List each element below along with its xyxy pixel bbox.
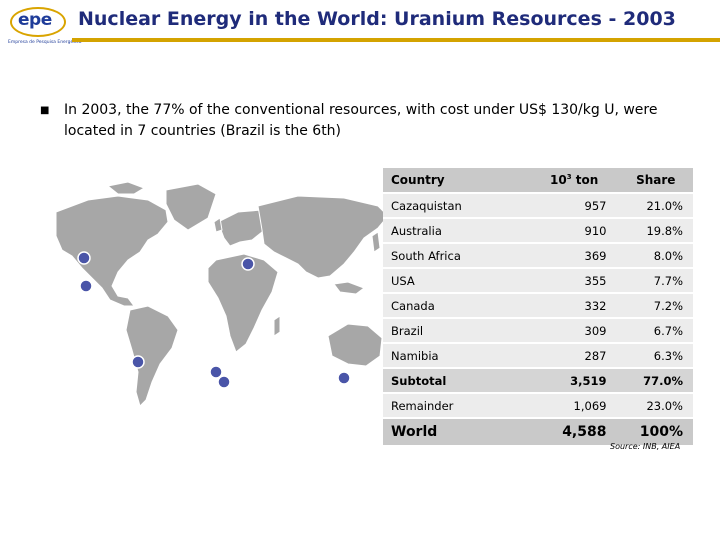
- marker-brazil: [131, 355, 145, 369]
- subtotal-share: 77.0%: [618, 369, 693, 392]
- tons-cell: 957: [529, 194, 619, 217]
- logo-text: epe: [18, 10, 52, 30]
- share-cell: 6.3%: [618, 344, 693, 367]
- table-row-subtotal: Subtotal 3,519 77.0%: [383, 369, 693, 392]
- map-europe: [217, 209, 271, 247]
- share-cell: 7.7%: [618, 269, 693, 292]
- table-row-world: World 4,588 100%: [383, 419, 693, 445]
- map-madagascar: [273, 315, 281, 337]
- bullet-square-icon: ■: [40, 105, 50, 116]
- remainder-label: Remainder: [383, 394, 530, 417]
- table-row: Namibia 287 6.3%: [383, 344, 693, 367]
- map-south-america: [125, 305, 179, 407]
- world-share: 100%: [618, 419, 693, 445]
- marker-namibia: [209, 365, 223, 379]
- country-cell: Canada: [383, 294, 530, 317]
- table-body: Cazaquistan 957 21.0% Australia 910 19.8% Sout…: [383, 194, 693, 367]
- tons-cell: 309: [529, 319, 619, 342]
- country-cell: Australia: [383, 219, 530, 242]
- map-north-america: [55, 195, 169, 307]
- table-row: Brazil 309 6.7%: [383, 319, 693, 342]
- map-asia: [257, 195, 389, 279]
- share-cell: 6.7%: [618, 319, 693, 342]
- table-row: Cazaquistan 957 21.0%: [383, 194, 693, 217]
- remainder-share: 23.0%: [618, 394, 693, 417]
- marker-australia: [337, 371, 351, 385]
- country-cell: USA: [383, 269, 530, 292]
- table-header-row: Country 103 ton Share: [383, 168, 693, 192]
- map-australia: [327, 323, 383, 367]
- marker-cazaquistan: [241, 257, 255, 271]
- tons-cell: 287: [529, 344, 619, 367]
- map-greenland: [165, 183, 217, 231]
- source-note: Source: INB, AIEA: [610, 442, 681, 451]
- page-title: Nuclear Energy in the World: Uranium Res…: [78, 8, 676, 30]
- header-tons: 103 ton: [529, 168, 619, 192]
- logo-subtitle: Empresa de Pesquisa Energética: [8, 40, 82, 45]
- title-rule: [72, 38, 720, 42]
- map-arctic-islands: [106, 181, 146, 195]
- country-cell: Cazaquistan: [383, 194, 530, 217]
- table-row: South Africa 369 8.0%: [383, 244, 693, 267]
- tons-cell: 910: [529, 219, 619, 242]
- country-cell: South Africa: [383, 244, 530, 267]
- table-row-remainder: Remainder 1,069 23.0%: [383, 394, 693, 417]
- marker-south-africa: [217, 375, 231, 389]
- world-tons: 4,588: [529, 419, 619, 445]
- world-label: World: [383, 419, 530, 445]
- map-uk: [213, 217, 223, 233]
- share-cell: 21.0%: [618, 194, 693, 217]
- map-africa: [207, 253, 279, 353]
- remainder-tons: 1,069: [529, 394, 619, 417]
- share-cell: 19.8%: [618, 219, 693, 242]
- country-cell: Namibia: [383, 344, 530, 367]
- subtotal-tons: 3,519: [529, 369, 619, 392]
- bullet-text: In 2003, the 77% of the conventional res…: [64, 102, 658, 139]
- header-country: Country: [383, 168, 530, 192]
- share-cell: 8.0%: [618, 244, 693, 267]
- header-share: Share: [618, 168, 693, 192]
- country-cell: Brazil: [383, 319, 530, 342]
- share-cell: 7.2%: [618, 294, 693, 317]
- marker-usa: [79, 279, 93, 293]
- logo-oval: [10, 7, 66, 37]
- uranium-resources-table: Country 103 ton Share Cazaquistan 957 21.0…: [383, 168, 693, 445]
- table-row: Australia 910 19.8%: [383, 219, 693, 242]
- subtotal-label: Subtotal: [383, 369, 530, 392]
- epe-logo: epe Empresa de Pesquisa Energética: [8, 5, 81, 57]
- table-row: USA 355 7.7%: [383, 269, 693, 292]
- world-map: [55, 181, 391, 407]
- tons-cell: 332: [529, 294, 619, 317]
- marker-canada: [77, 251, 91, 265]
- bullet-point: ■ In 2003, the 77% of the conventional r…: [40, 100, 700, 142]
- map-southeast-asia: [333, 281, 366, 295]
- map-japan: [371, 231, 381, 253]
- table-row: Canada 332 7.2%: [383, 294, 693, 317]
- tons-cell: 369: [529, 244, 619, 267]
- tons-cell: 355: [529, 269, 619, 292]
